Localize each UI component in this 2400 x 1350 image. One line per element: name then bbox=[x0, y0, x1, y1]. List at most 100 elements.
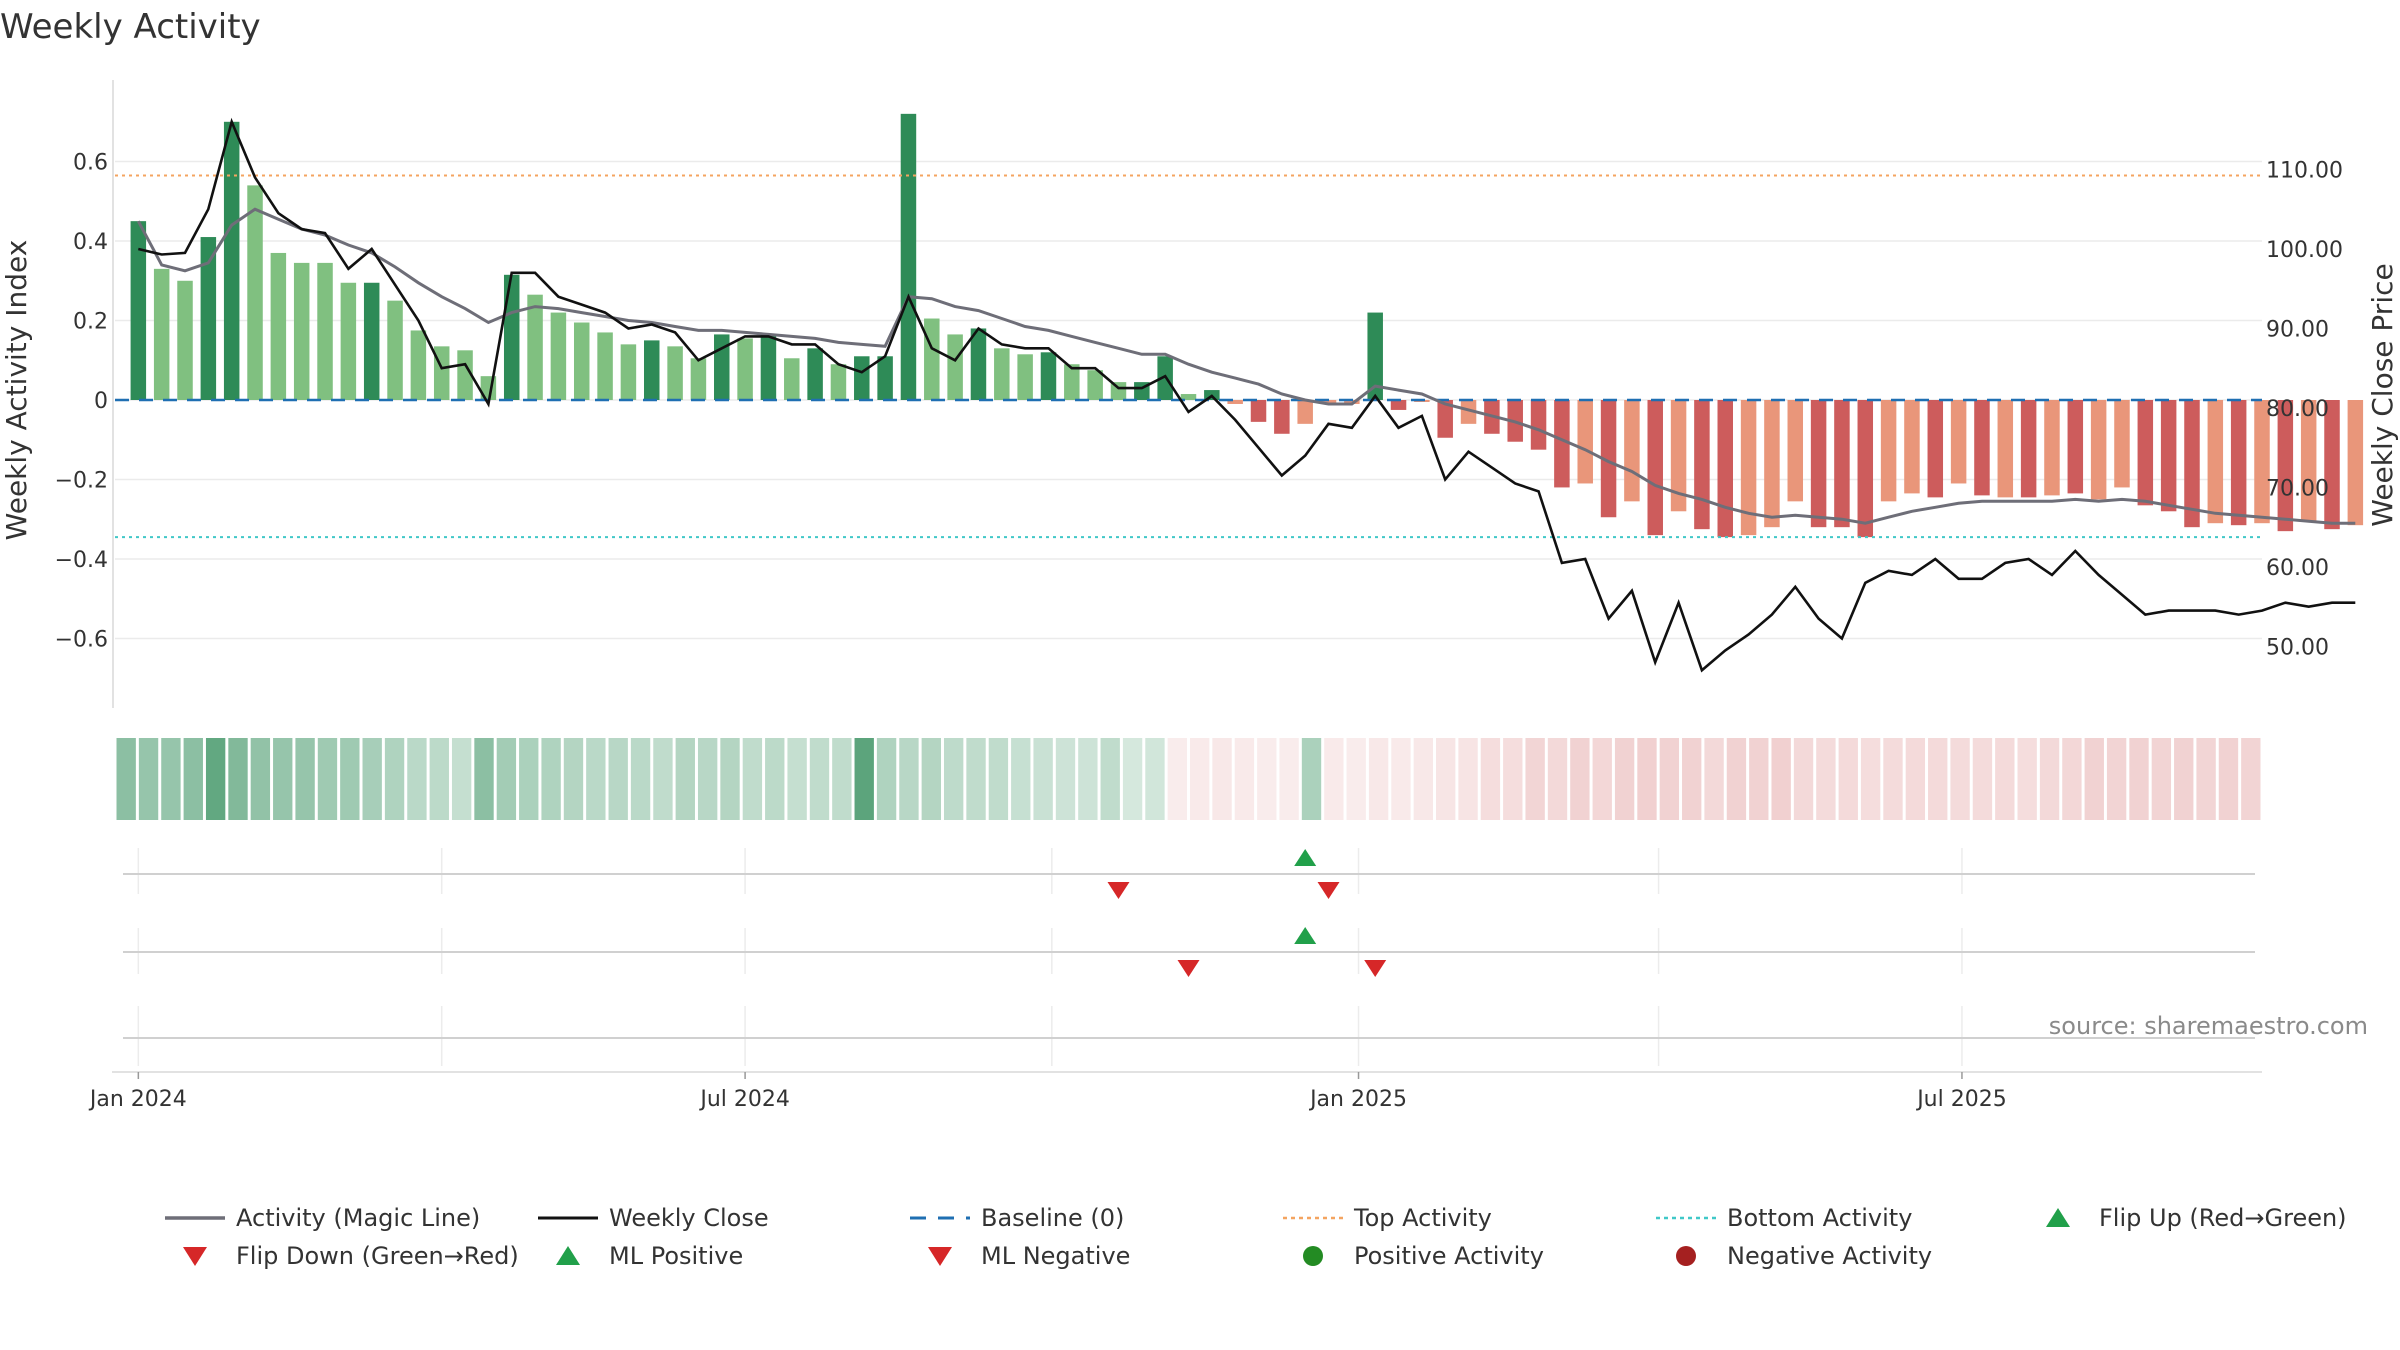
y-tick-label-left: 0.4 bbox=[73, 230, 108, 255]
heat-strip-cell bbox=[138, 738, 159, 820]
legend-item-flipup: Flip Up (Red→Green) bbox=[2046, 1204, 2347, 1232]
activity-bar bbox=[1320, 400, 1337, 404]
activity-bar bbox=[1460, 400, 1477, 424]
legend-label: Positive Activity bbox=[1354, 1242, 1544, 1270]
activity-bar bbox=[900, 113, 917, 400]
legend-label: ML Negative bbox=[981, 1242, 1130, 1270]
activity-bar bbox=[2254, 400, 2270, 524]
heat-strip-cell bbox=[765, 738, 785, 820]
heat-strip-cell bbox=[1816, 738, 1836, 820]
heat-strip-cell bbox=[675, 738, 695, 820]
activity-bar bbox=[1857, 400, 1874, 538]
heat-strip-cell bbox=[1972, 738, 1993, 820]
activity-bar bbox=[1997, 400, 2014, 498]
signal-down-marker bbox=[1107, 882, 1130, 899]
activity-bar bbox=[457, 350, 473, 400]
heat-strip-cell bbox=[988, 738, 1009, 820]
y-tick-label-right: 80.00 bbox=[2266, 397, 2329, 422]
activity-bar bbox=[2090, 400, 2107, 500]
activity-bar bbox=[1390, 400, 1407, 410]
heat-strip-cell bbox=[966, 738, 986, 820]
magic-line-series bbox=[136, 207, 2356, 525]
activity-bar bbox=[247, 185, 263, 400]
activity-bar bbox=[1764, 400, 1780, 528]
activity-bar bbox=[1110, 382, 1127, 400]
activity-bar bbox=[690, 358, 707, 400]
activity-bar bbox=[1810, 400, 1827, 528]
activity-bar bbox=[387, 300, 403, 400]
heat-strip-cell bbox=[832, 738, 852, 820]
heat-strip-cell bbox=[1324, 738, 1344, 820]
activity-bar bbox=[2020, 400, 2037, 498]
activity-bar bbox=[830, 364, 847, 400]
legend-item-bottom: Bottom Activity bbox=[1656, 1204, 1912, 1232]
y-axis-label-right: Weekly Close Price bbox=[2366, 263, 2399, 526]
activity-bar bbox=[1740, 400, 1757, 536]
y-tick-label-right: 90.00 bbox=[2266, 317, 2329, 342]
legend-label: Flip Down (Green→Red) bbox=[236, 1242, 519, 1270]
heat-strip-cell bbox=[1682, 738, 1702, 820]
legend-swatch bbox=[556, 1246, 580, 1265]
reference-lines bbox=[115, 174, 2262, 539]
heat-strip-cell bbox=[809, 738, 830, 820]
activity-bar bbox=[854, 356, 870, 400]
heat-strip-cell bbox=[295, 738, 315, 820]
heat-strip-cell bbox=[2174, 738, 2194, 820]
activity-bar bbox=[1227, 400, 1243, 404]
heat-strip-cell bbox=[742, 738, 763, 820]
y-tick-label-left: −0.6 bbox=[55, 627, 108, 652]
heat-strip-cell bbox=[407, 738, 427, 820]
heat-strip-cell bbox=[921, 738, 941, 820]
y-tick-label-right: 100.00 bbox=[2266, 238, 2343, 263]
activity-bar bbox=[1717, 400, 1733, 538]
activity-bar bbox=[2044, 400, 2060, 496]
heat-strip-cell bbox=[228, 738, 248, 820]
y-tick-label-right: 60.00 bbox=[2266, 556, 2329, 581]
legend-item-mlpos: ML Positive bbox=[556, 1242, 743, 1270]
heat-strip-cell bbox=[250, 738, 271, 820]
heat-strip-cell bbox=[1301, 738, 1322, 820]
activity-bar bbox=[130, 221, 147, 400]
activity-bar bbox=[2300, 400, 2317, 522]
heat-strip-cell bbox=[2017, 738, 2037, 820]
activity-bar bbox=[760, 334, 777, 400]
heat-strip-cell bbox=[563, 738, 584, 820]
activity-bar bbox=[1250, 400, 1267, 422]
heat-strip-cell bbox=[1704, 738, 1724, 820]
legend-item-posact: Positive Activity bbox=[1303, 1242, 1544, 1270]
activity-bar bbox=[1694, 400, 1710, 530]
legend-label: Activity (Magic Line) bbox=[236, 1204, 480, 1232]
legend-item-baseline: Baseline (0) bbox=[910, 1204, 1124, 1232]
activity-bar bbox=[924, 318, 940, 400]
heat-strip-cell bbox=[876, 738, 897, 820]
y-axis-label-left: Weekly Activity Index bbox=[0, 240, 33, 541]
heat-strip-cell bbox=[586, 738, 606, 820]
axes-layer: 0.6 0.4 0.2 0 −0.2 −0.4 −0.6 110.00 100.00 90.00 8… bbox=[55, 80, 2343, 708]
activity-bar bbox=[877, 356, 893, 400]
activity-bar bbox=[737, 338, 753, 400]
heat-strip-cell bbox=[116, 738, 136, 820]
chart-title: Weekly Activity bbox=[0, 7, 261, 47]
x-axis: Jan 2024 Jul 2024 Jan 2025 Jul 2025 bbox=[88, 1071, 2262, 1112]
activity-bar bbox=[1624, 400, 1640, 502]
heat-strip-cell bbox=[1995, 738, 2015, 820]
heat-strip-cell bbox=[1078, 738, 1098, 820]
heat-strip-cell bbox=[2151, 738, 2172, 820]
heat-strip-cell bbox=[630, 738, 651, 820]
y-tick-label-right: 110.00 bbox=[2266, 158, 2343, 183]
activity-bar bbox=[503, 274, 520, 400]
x-tick-label: Jul 2024 bbox=[698, 1087, 790, 1112]
legend-item-flipdown: Flip Down (Green→Red) bbox=[183, 1242, 519, 1270]
legend-label: ML Positive bbox=[609, 1242, 743, 1270]
lines-layer bbox=[136, 117, 2356, 673]
heat-strip-cell bbox=[1122, 738, 1143, 820]
heat-strip-cell bbox=[1547, 738, 1568, 820]
heat-strip-cell bbox=[720, 738, 740, 820]
activity-bars bbox=[130, 113, 2364, 538]
heat-strip-cell bbox=[1279, 738, 1299, 820]
x-tick-label: Jul 2025 bbox=[1915, 1087, 2007, 1112]
weekly-close-series bbox=[138, 117, 2356, 673]
heat-strip-cell bbox=[899, 738, 919, 820]
activity-bar bbox=[550, 312, 567, 400]
heat-strip-cell bbox=[1346, 738, 1366, 820]
